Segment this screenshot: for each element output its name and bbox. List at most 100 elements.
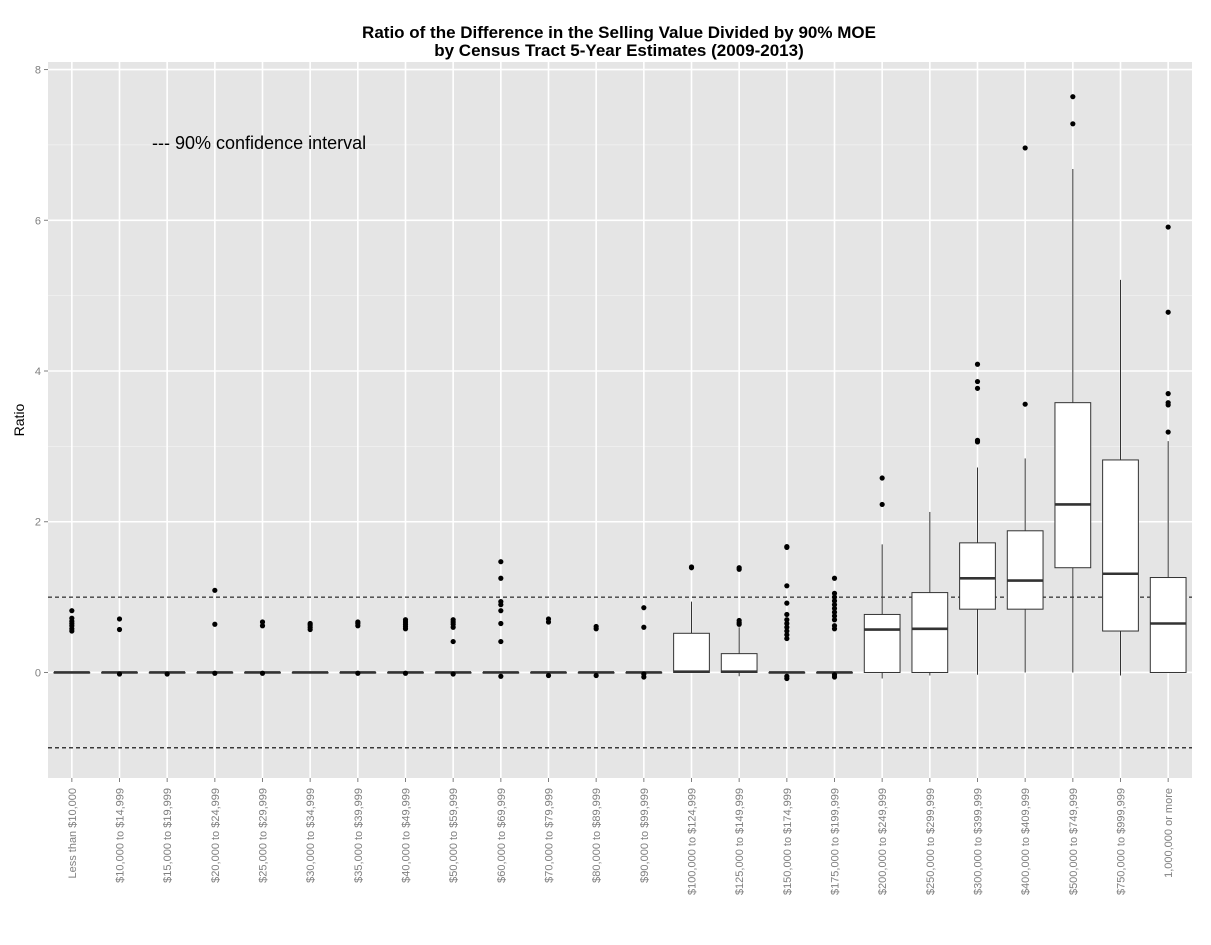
x-tick-label: $175,000 to $199,999	[830, 788, 842, 895]
outlier-point	[355, 670, 361, 676]
x-tick-label: $20,000 to $24,999	[210, 788, 222, 883]
outlier-point	[498, 608, 504, 614]
box-body	[959, 542, 996, 610]
outlier-point	[784, 673, 790, 679]
outlier-point	[688, 564, 695, 570]
outlier-point	[450, 671, 456, 677]
x-tick-label: $250,000 to $299,999	[925, 788, 937, 895]
outlier-point	[831, 575, 838, 581]
y-tick-label: 6	[35, 215, 41, 227]
box-18	[863, 544, 901, 679]
outlier-point	[116, 671, 123, 677]
box-19	[911, 511, 949, 676]
outlier-point	[831, 623, 838, 629]
x-tick-label: $10,000 to $14,999	[115, 788, 127, 883]
outlier-point	[1165, 391, 1171, 397]
outlier-point	[498, 620, 504, 627]
box-23	[1102, 279, 1139, 676]
outlier-point	[974, 385, 981, 391]
box-body	[1054, 402, 1092, 569]
outlier-point	[498, 599, 504, 605]
reference-lines	[48, 596, 1192, 749]
outlier-point	[498, 575, 504, 581]
outlier-point	[1022, 401, 1028, 407]
box-20	[959, 467, 996, 675]
outlier-point	[974, 361, 981, 367]
confidence-interval-annotation: --- 90% confidence interval	[152, 133, 366, 153]
x-tick-label: $80,000 to $89,999	[591, 788, 603, 883]
outlier-point	[784, 611, 790, 618]
outlier-point	[402, 670, 409, 676]
outlier-point	[831, 602, 838, 608]
outlier-point	[164, 671, 170, 677]
outlier-point	[784, 583, 790, 589]
y-tick-label: 0	[35, 667, 41, 679]
outlier-point	[593, 623, 599, 630]
box-21	[1006, 458, 1044, 673]
x-tick-label: $60,000 to $69,999	[496, 788, 508, 883]
outlier-point	[784, 628, 790, 634]
outlier-point	[641, 605, 647, 611]
outlier-point	[593, 672, 599, 679]
box-22	[1054, 169, 1092, 673]
box-body	[1006, 530, 1044, 610]
outlier-point	[784, 544, 790, 550]
outlier-point	[212, 670, 218, 676]
outlier-point	[1165, 224, 1171, 230]
box-16	[768, 671, 806, 674]
outlier-point	[1070, 94, 1076, 100]
chart-title-line-1: Ratio of the Difference in the Selling V…	[362, 23, 876, 42]
outlier-point	[69, 615, 75, 621]
outlier-point	[784, 620, 790, 627]
outlier-point	[1165, 309, 1171, 315]
x-tick-label: 1,000,000 or more	[1163, 788, 1175, 878]
outlier-point	[545, 672, 552, 679]
outlier-point	[498, 559, 504, 565]
box-body	[911, 592, 949, 673]
x-tick-label: $150,000 to $174,999	[782, 788, 794, 895]
outlier-point	[831, 617, 838, 623]
x-axis: Less than $10,000 $10,000 to $14,999 $15,0…	[67, 778, 1175, 895]
x-tick-label: $400,000 to $409,999	[1020, 788, 1032, 895]
outlier-point	[259, 619, 266, 625]
box-15	[720, 627, 758, 677]
y-axis-title: Ratio	[11, 403, 27, 436]
outlier-point	[784, 635, 790, 642]
outlier-point	[450, 638, 456, 645]
outlier-point	[831, 613, 838, 619]
x-tick-label: $40,000 to $49,999	[401, 788, 413, 883]
outlier-point	[974, 378, 981, 385]
outlier-point	[259, 623, 266, 629]
box-1	[53, 671, 91, 674]
outlier-point	[1165, 400, 1171, 406]
outlier-point	[784, 624, 790, 630]
x-tick-label: $90,000 to $99,999	[639, 788, 651, 883]
y-axis: 0 2 4 6 8	[35, 65, 48, 679]
y-tick-label: 8	[35, 65, 41, 77]
outlier-point	[212, 587, 218, 593]
x-tick-label: $750,000 to $999,999	[1116, 788, 1128, 895]
outlier-point	[355, 619, 361, 625]
box-14	[673, 601, 710, 674]
x-tick-label: $125,000 to $149,999	[734, 788, 746, 895]
outlier-point	[831, 609, 838, 615]
x-tick-label: $50,000 to $59,999	[448, 788, 460, 883]
outlier-point	[831, 590, 838, 596]
outlier-point	[879, 501, 885, 508]
outlier-point	[1165, 429, 1171, 435]
x-tick-label: $300,000 to $399,999	[973, 788, 985, 895]
outlier-point	[116, 616, 123, 622]
x-tick-label: $100,000 to $124,999	[687, 788, 699, 895]
outlier-point	[641, 624, 647, 630]
outlier-point	[974, 437, 981, 443]
box-body	[673, 632, 710, 673]
chart-title-line-2: by Census Tract 5-Year Estimates (2009-2…	[434, 41, 803, 60]
outlier-point	[831, 594, 838, 600]
x-tick-label: $25,000 to $29,999	[258, 788, 270, 883]
outlier-point	[498, 673, 504, 679]
outlier-point	[784, 617, 790, 623]
outlier-point	[450, 617, 456, 623]
box-body	[863, 613, 901, 673]
outlier-point	[307, 620, 313, 627]
